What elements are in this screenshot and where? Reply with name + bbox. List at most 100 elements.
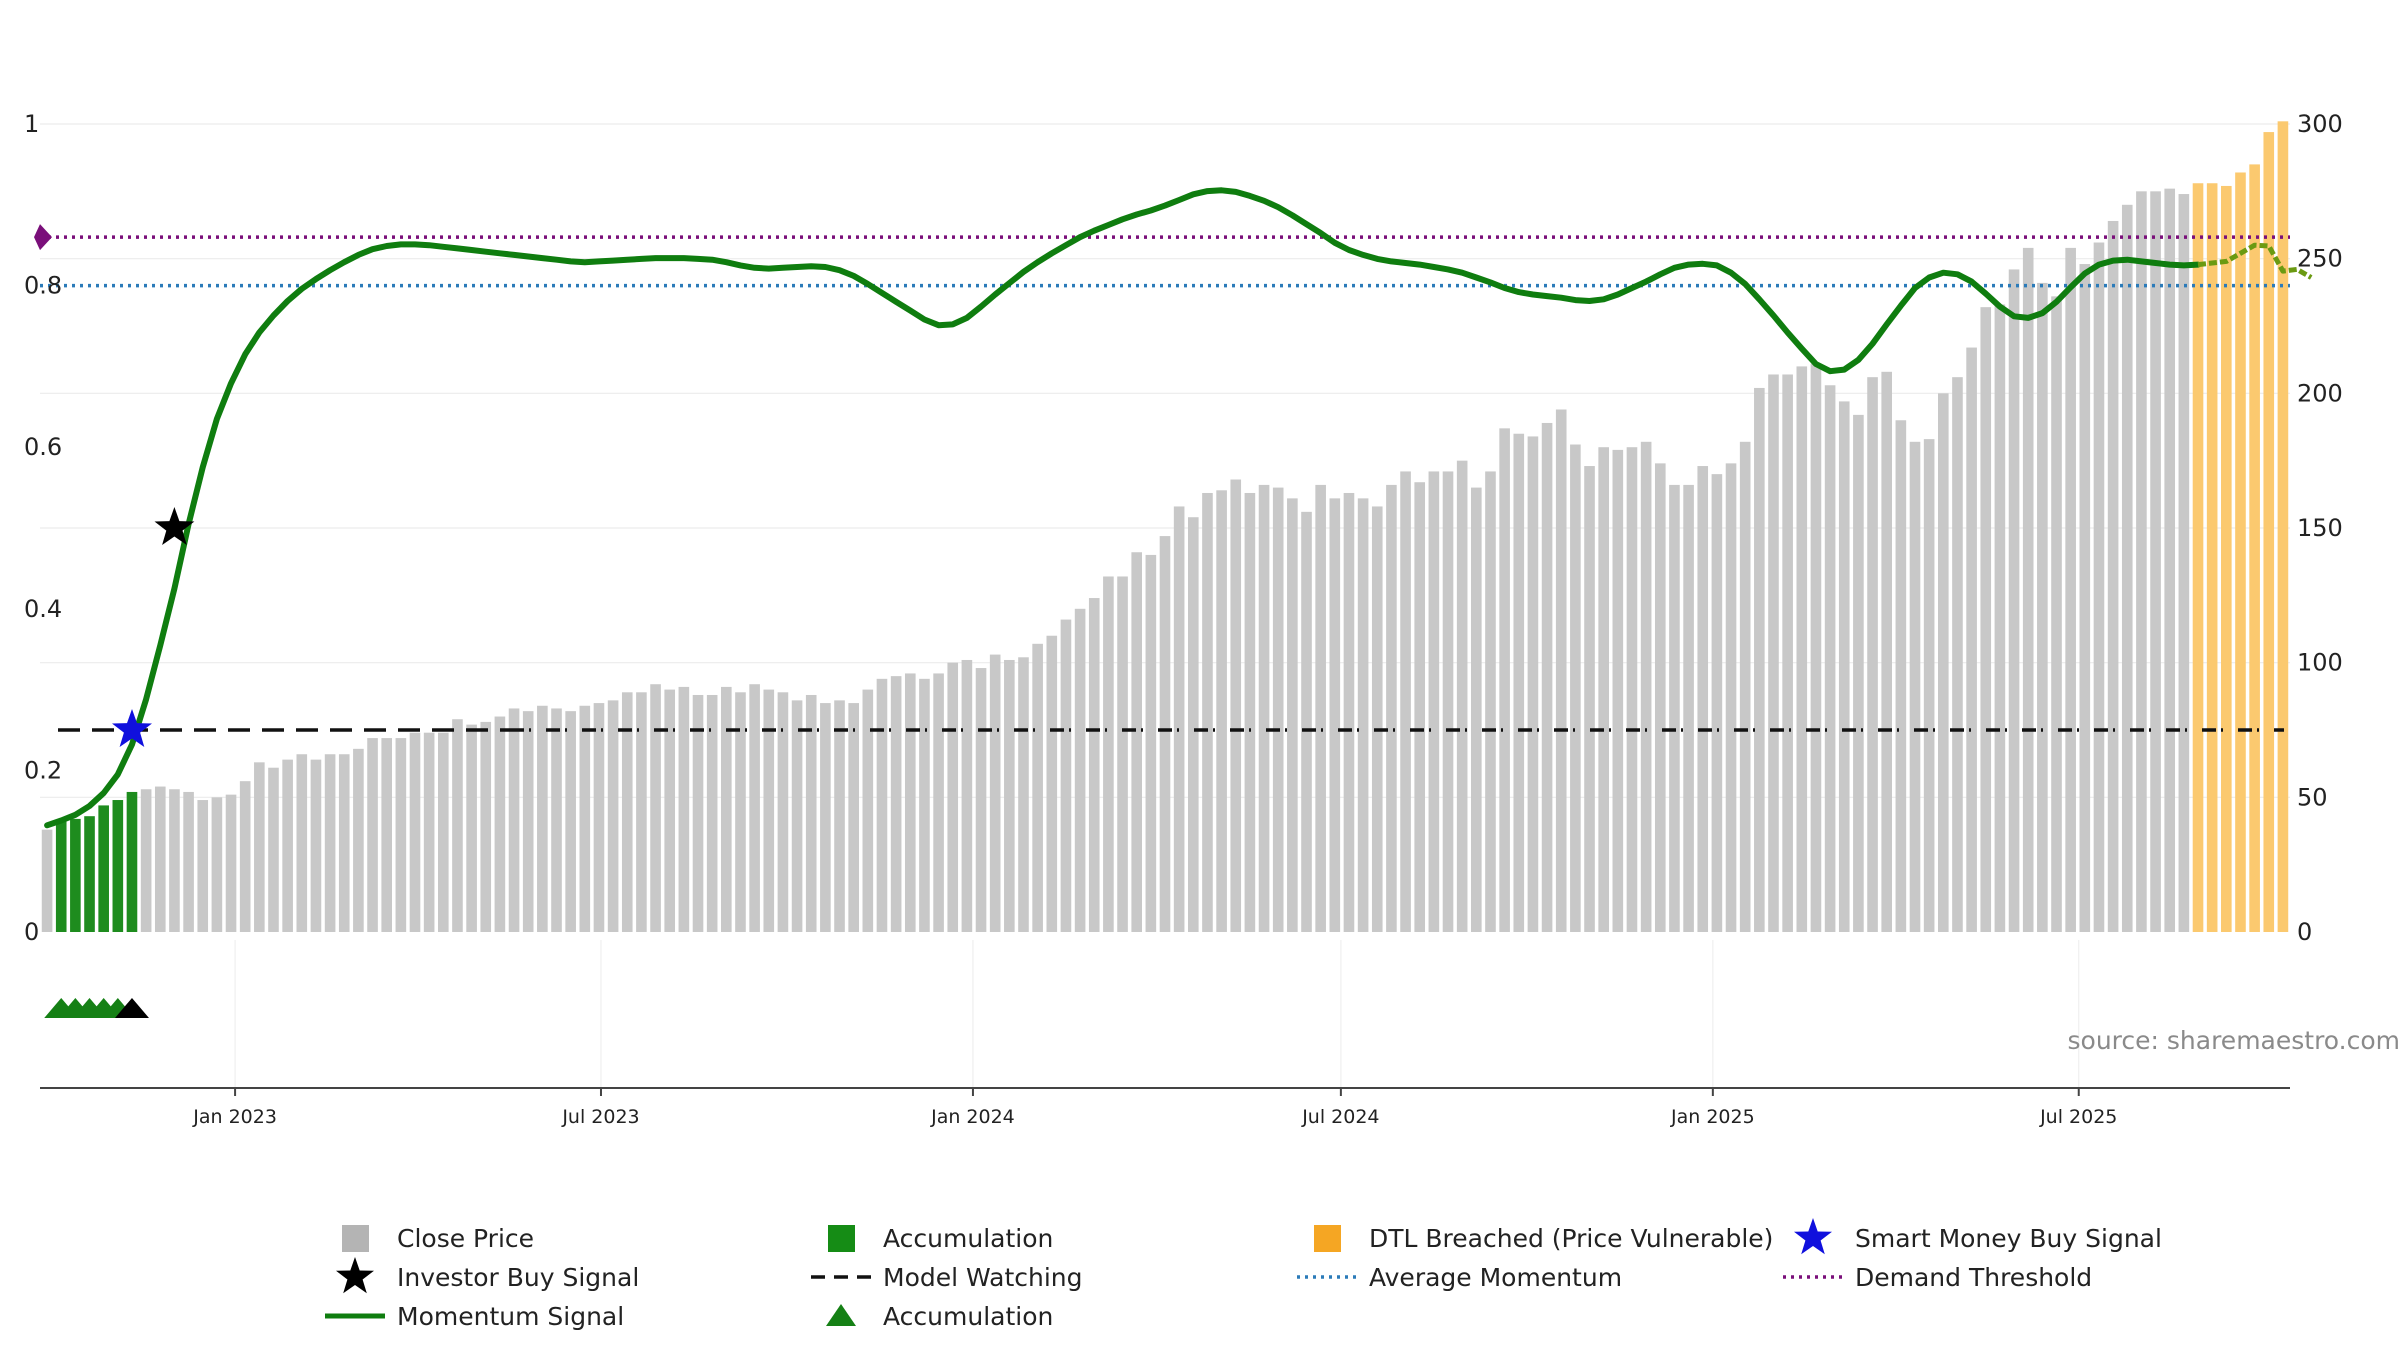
price-bar [1923, 439, 1935, 932]
momentum-series [44, 187, 2313, 829]
price-bar [84, 816, 95, 932]
price-bar [1881, 371, 1892, 932]
price-bar [636, 692, 647, 932]
price-bar [1980, 307, 1992, 932]
momentum-line [44, 187, 2201, 829]
momentum-line-dtl [2197, 242, 2313, 280]
price-bar [2093, 242, 2105, 932]
price-bar [1810, 363, 1822, 933]
price-bar [565, 711, 576, 932]
signal-markers [44, 507, 195, 1018]
price-bar [2065, 247, 2076, 932]
price-bar [919, 678, 930, 932]
price-bar [1004, 659, 1015, 932]
price-bar [409, 732, 421, 932]
legend-label: Demand Threshold [1855, 1263, 2092, 1292]
price-bar [1103, 576, 1114, 932]
price-bar [1202, 492, 1213, 932]
price-bar [70, 818, 81, 932]
demand-threshold-marker [34, 224, 52, 251]
price-bar [353, 748, 364, 932]
right-tick-label: 0 [2297, 918, 2312, 946]
price-bar [763, 689, 775, 932]
price-bar [254, 762, 265, 932]
price-bar [1117, 576, 1128, 932]
price-bar [1301, 511, 1312, 932]
price-bar [183, 791, 194, 932]
legend-label: Accumulation [883, 1302, 1053, 1331]
price-bar [367, 738, 378, 932]
legend-swatch [828, 1225, 855, 1252]
price-bar [777, 692, 789, 932]
price-bar [876, 678, 888, 932]
price-bar [423, 732, 435, 932]
price-bar [1938, 393, 1949, 933]
price-bar [1386, 484, 1397, 932]
price-bar [1471, 487, 1482, 932]
price-bar [1555, 409, 1567, 932]
source-text: source: sharemaestro.com [2068, 1026, 2400, 1055]
price-bar [961, 659, 973, 932]
price-bar [1754, 387, 1765, 932]
x-tick-label: Jul 2023 [561, 1106, 639, 1128]
price-bar [834, 700, 845, 932]
price-bar [1909, 441, 1921, 932]
price-bar [1711, 474, 1723, 932]
price-bar [452, 719, 463, 932]
price-bar [438, 732, 449, 932]
price-bar [1895, 420, 1907, 932]
price-bar [522, 711, 534, 932]
price-bar [381, 738, 392, 932]
legend-swatch [1314, 1225, 1341, 1252]
price-bar [2277, 121, 2289, 932]
price-bar [338, 754, 350, 932]
left-tick-label: 0.4 [24, 595, 62, 623]
left-tick-label: 0.8 [24, 272, 62, 300]
legend: Close Price Accumulation DTL Breached (Pri… [325, 1218, 2162, 1331]
price-bar [1131, 552, 1142, 932]
price-bar [140, 789, 152, 932]
price-bar [1173, 506, 1185, 932]
price-bar [749, 684, 760, 932]
price-bar [1258, 484, 1270, 932]
price-bar [2079, 264, 2091, 932]
price-bar [1966, 347, 1977, 932]
price-bar [1244, 492, 1256, 932]
price-bar [2221, 185, 2232, 932]
price-bar [494, 716, 506, 932]
price-bar [1287, 498, 1298, 932]
price-bar [537, 705, 548, 932]
price-bar [904, 673, 916, 932]
right-tick-label: 150 [2297, 514, 2343, 542]
price-bar [2037, 282, 2048, 932]
price-bar [1725, 463, 1737, 932]
left-tick-label: 0.2 [24, 756, 62, 784]
price-bar [1046, 635, 1058, 932]
price-bar [1768, 374, 1779, 933]
price-bar [1032, 643, 1043, 932]
price-bar [2136, 191, 2147, 932]
price-bar [1584, 466, 1595, 932]
price-bar [1442, 471, 1454, 932]
price-bar [2192, 183, 2204, 932]
price-bar [1216, 490, 1227, 932]
price-bar [55, 821, 67, 932]
smart-money-buy-star [112, 709, 152, 747]
right-tick-label: 300 [2297, 110, 2343, 138]
price-bar [1357, 498, 1369, 932]
price-bar [1456, 460, 1468, 932]
price-bar [1782, 374, 1793, 933]
price-bar [1485, 471, 1496, 932]
price-bar [126, 791, 138, 932]
price-bar [310, 759, 322, 932]
right-tick-label: 250 [2297, 245, 2343, 273]
price-bar [1796, 366, 1808, 932]
price-bar [466, 724, 477, 932]
price-bar [2249, 164, 2260, 932]
price-bar [324, 754, 336, 932]
price-bar [1343, 492, 1355, 932]
legend-star-icon [336, 1257, 374, 1294]
price-bar [1145, 554, 1157, 932]
investor-buy-star [154, 507, 195, 545]
price-bar [1513, 433, 1525, 932]
